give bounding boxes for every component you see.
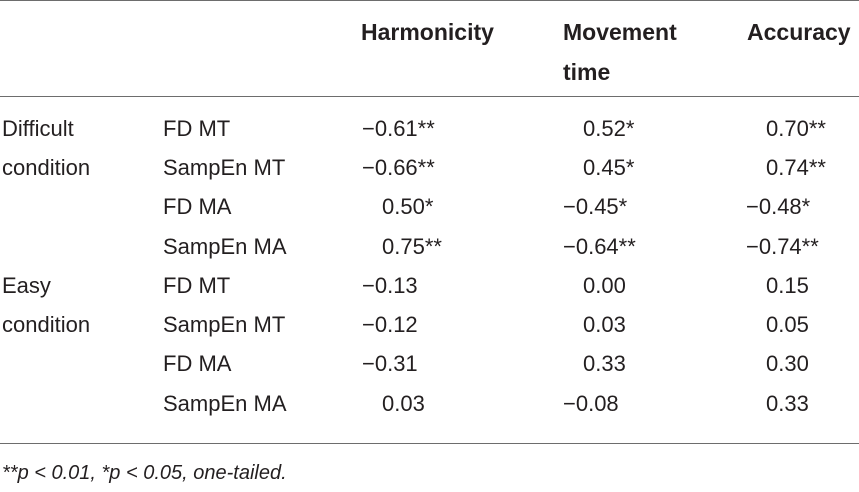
table-bottom-rule — [0, 443, 859, 444]
table-cell-movement-time: −0.08 — [563, 391, 619, 416]
table-row-measure: SampEn MT — [163, 312, 286, 337]
table-cell-accuracy: −0.48* — [746, 194, 811, 219]
table-cell-accuracy: −0.74** — [746, 234, 819, 259]
table-cell-harmonicity: −0.31 — [362, 351, 418, 376]
table-row-measure: SampEn MT — [163, 155, 286, 180]
group-label-difficult-line1: Difficult — [2, 116, 74, 141]
table-row-measure: FD MT — [163, 116, 231, 141]
table-cell-movement-time: −0.45* — [563, 194, 628, 219]
table-footnote: **p < 0.01, *p < 0.05, one-tailed. — [2, 462, 287, 484]
table-cell-accuracy: 0.74** — [766, 155, 826, 180]
table-cell-harmonicity: −0.13 — [362, 273, 418, 298]
table-cell-movement-time: −0.64** — [563, 234, 636, 259]
table-cell-movement-time: 0.52* — [583, 116, 635, 141]
table-row-measure: FD MA — [163, 194, 232, 219]
header-rule — [0, 96, 859, 97]
group-label-easy-line1: Easy — [2, 273, 51, 298]
header-harmonicity: Harmonicity — [361, 19, 494, 45]
table-cell-accuracy: 0.30 — [766, 351, 809, 376]
table-row-measure: FD MA — [163, 351, 232, 376]
group-label-easy-line2: condition — [2, 312, 91, 337]
table-cell-movement-time: 0.45* — [583, 155, 635, 180]
group-label-difficult-line2: condition — [2, 155, 91, 180]
table-cell-harmonicity: 0.75** — [382, 234, 442, 259]
table-cell-accuracy: 0.70** — [766, 116, 826, 141]
table-cell-accuracy: 0.05 — [766, 312, 809, 337]
table-cell-harmonicity: −0.12 — [362, 312, 418, 337]
table-cell-movement-time: 0.33 — [583, 351, 626, 376]
header-accuracy: Accuracy — [747, 19, 851, 45]
table-cell-movement-time: 0.00 — [583, 273, 626, 298]
table-cell-accuracy: 0.15 — [766, 273, 809, 298]
table-cell-harmonicity: 0.03 — [382, 391, 425, 416]
table-cell-movement-time: 0.03 — [583, 312, 626, 337]
table-row-measure: SampEn MA — [163, 234, 287, 259]
header-movement-time-line2: time — [563, 59, 611, 85]
table-row-measure: SampEn MA — [163, 391, 287, 416]
table-row-measure: FD MT — [163, 273, 231, 298]
table-cell-harmonicity: −0.61** — [362, 116, 435, 141]
table-top-rule — [0, 0, 859, 1]
table-cell-harmonicity: 0.50* — [382, 194, 434, 219]
header-movement-time-line1: Movement — [563, 19, 677, 45]
table-cell-accuracy: 0.33 — [766, 391, 809, 416]
table-cell-harmonicity: −0.66** — [362, 155, 435, 180]
